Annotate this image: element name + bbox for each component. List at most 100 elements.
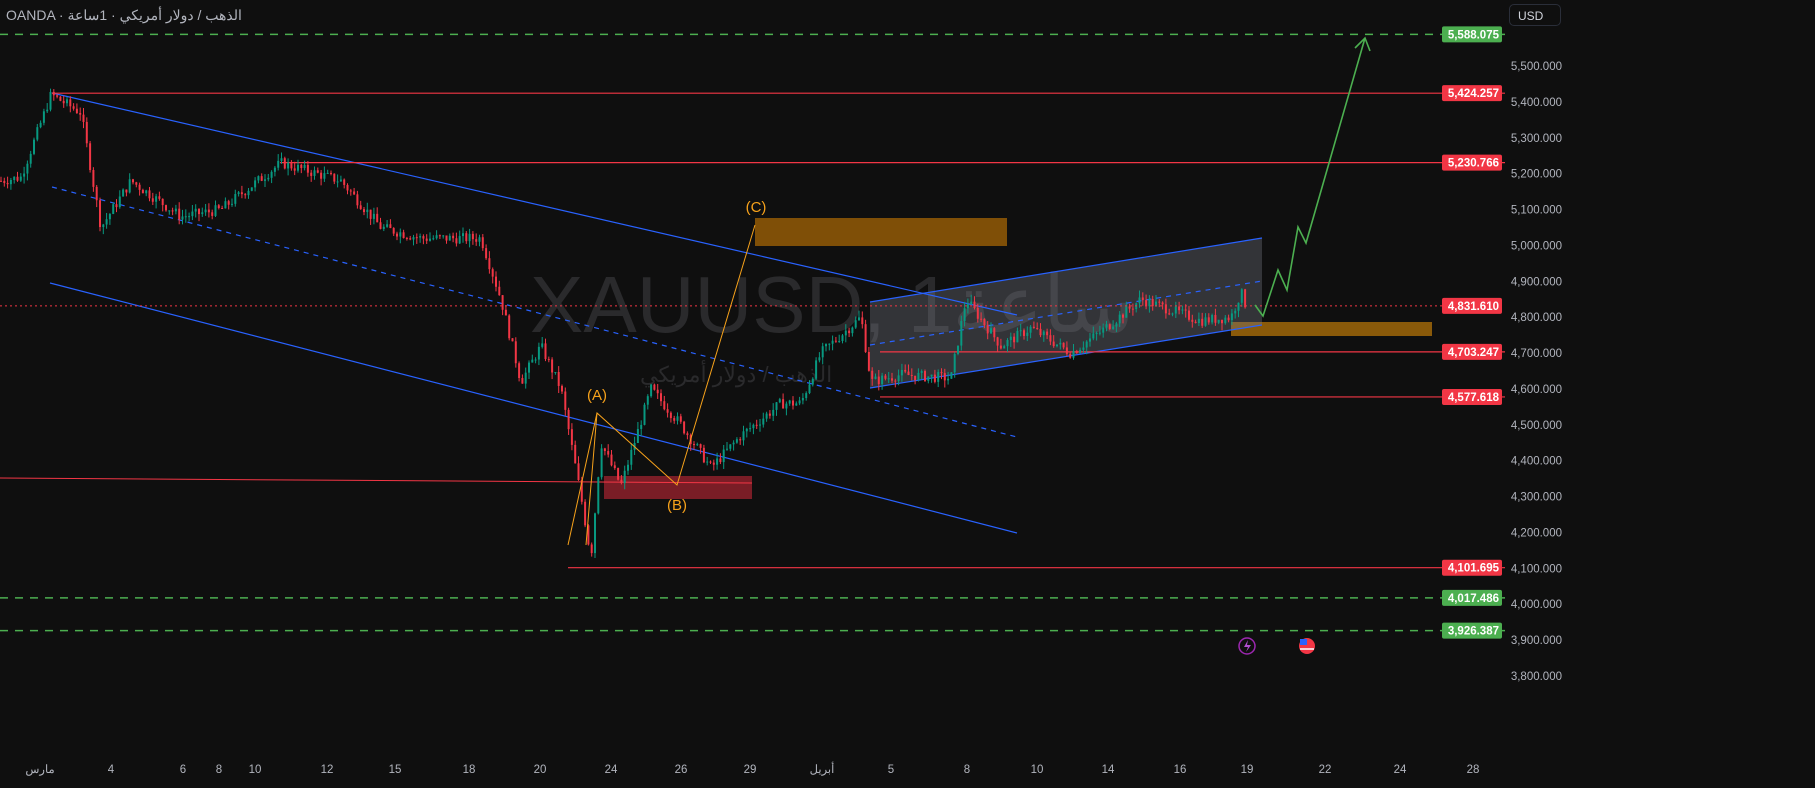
candle [1019,323,1022,337]
price-level-label: 5,588.075 [1448,29,1500,41]
candle [1059,338,1062,350]
candle-body [1019,330,1022,332]
time-tick: 29 [744,764,757,776]
candle [792,396,794,410]
candle [300,163,303,174]
candle-body [858,317,860,321]
candle-body [1217,319,1220,323]
candle-body [874,376,877,379]
candle-body [323,173,326,179]
candle-body [445,235,448,241]
candle-body [455,238,458,244]
candle [514,337,517,368]
candle [772,403,775,422]
candle-body [277,160,280,168]
candle-body [336,181,339,183]
candle [854,316,857,329]
candle [927,376,930,384]
candle [1065,341,1068,356]
candle-body [353,191,356,195]
candle-body [947,378,950,381]
us-flag-icon[interactable] [1299,638,1315,654]
candle [141,188,144,194]
candle-body [415,237,418,239]
candle [435,230,438,240]
candle-body [1062,342,1065,348]
candle [1115,321,1118,333]
candle-body [775,402,778,410]
candle-body [825,344,827,347]
candle-body [287,162,290,169]
candle-body [339,179,342,182]
time-tick: 26 [675,764,688,776]
candle-body [372,213,375,219]
candle [904,364,907,374]
rising-channel-box [870,238,1262,388]
candle-body [254,180,257,188]
price-tick: 5,200.000 [1511,169,1562,181]
time-tick: 22 [1319,764,1332,776]
candle-body [488,258,491,270]
currency-button[interactable]: USD [1509,4,1561,26]
candle [528,360,530,379]
candle-body [1095,333,1098,335]
candle-body [900,369,903,376]
candle [462,227,464,243]
candle-body [999,345,1002,349]
candle [607,444,610,458]
candle [643,402,646,426]
candle [82,107,85,129]
candle [372,207,375,225]
candle [808,380,811,395]
candle [1036,322,1039,330]
candle [125,189,128,197]
candle [283,156,286,170]
candle [937,369,940,388]
candle [1026,326,1029,342]
candle-body [108,213,111,220]
candle [524,367,527,389]
candle [620,475,623,485]
candle [316,167,319,174]
price-level-label: 3,926.387 [1448,626,1499,638]
candle-body [759,424,761,426]
candle [158,191,161,201]
candle [541,336,544,349]
candle-body [1141,297,1144,301]
candle-body [541,343,544,347]
candle-body [669,412,672,419]
candle-body [343,179,346,185]
candle [1102,323,1105,338]
candle-body [1221,319,1223,324]
candle [1029,325,1032,339]
candle-body [1118,314,1121,324]
candle [1056,344,1058,348]
time-tick: 12 [321,764,334,776]
candle [1174,301,1177,318]
candle [49,88,52,112]
candle-body [1098,332,1101,334]
candle-body [772,409,775,416]
candle-body [1164,304,1167,314]
candle-body [871,370,874,379]
candle-body [1009,336,1012,341]
candle [693,441,695,450]
candle-body [1112,326,1115,329]
candle-body [762,418,765,425]
support-zone [1231,322,1432,336]
candle [75,103,78,114]
candle-body [145,190,148,194]
candle [112,202,115,215]
candle-body [924,371,926,381]
candle [1082,341,1085,354]
candle [115,199,118,213]
candle-body [986,325,989,334]
candle-body [749,428,752,430]
candle-body [1032,326,1035,329]
lightning-icon[interactable] [1238,637,1256,655]
candle-body [1013,336,1016,343]
candle [336,174,339,188]
candle-body [429,238,431,241]
candle [943,368,946,388]
